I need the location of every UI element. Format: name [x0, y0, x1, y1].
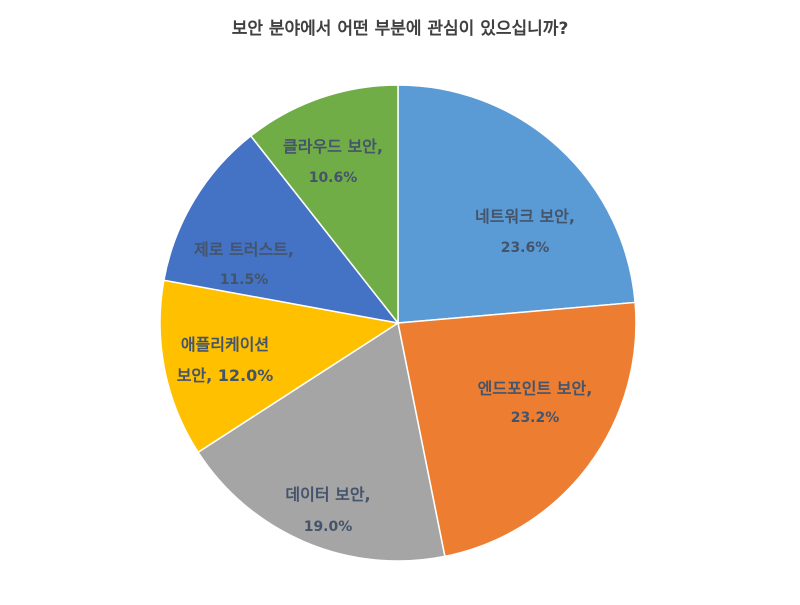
- slice-value-3: 19.0%: [304, 519, 353, 535]
- pie-slice-4: [159, 279, 400, 454]
- chart-title: 보안 분야에서 어떤 부분에 관심이 있으십니까?: [231, 19, 569, 39]
- slice-label-2: 엔드포인트 보안,: [478, 379, 593, 398]
- pie-slice-6: [249, 84, 399, 326]
- pie-slice-3: [197, 321, 446, 562]
- slice-label-application: 애플리케이션: [181, 335, 269, 354]
- slice-label-1: 네트워크 보안,: [475, 207, 575, 226]
- slice-value-application: 보안, 12.0%: [177, 366, 274, 385]
- slice-value-1: 23.6%: [501, 240, 550, 256]
- slice-label-3: 데이터 보안,: [285, 485, 370, 504]
- slice-label-6: 클라우드 보안,: [283, 137, 383, 156]
- pie-slice-1: [397, 84, 636, 324]
- slice-value-2: 23.2%: [511, 410, 560, 426]
- slice-label-5: 제로 트러스트,: [194, 240, 294, 259]
- pie-slice-5: [163, 134, 400, 325]
- slice-value-5: 11.5%: [220, 272, 269, 288]
- pie-slice-2: [397, 301, 637, 558]
- slice-value-6: 10.6%: [309, 170, 358, 186]
